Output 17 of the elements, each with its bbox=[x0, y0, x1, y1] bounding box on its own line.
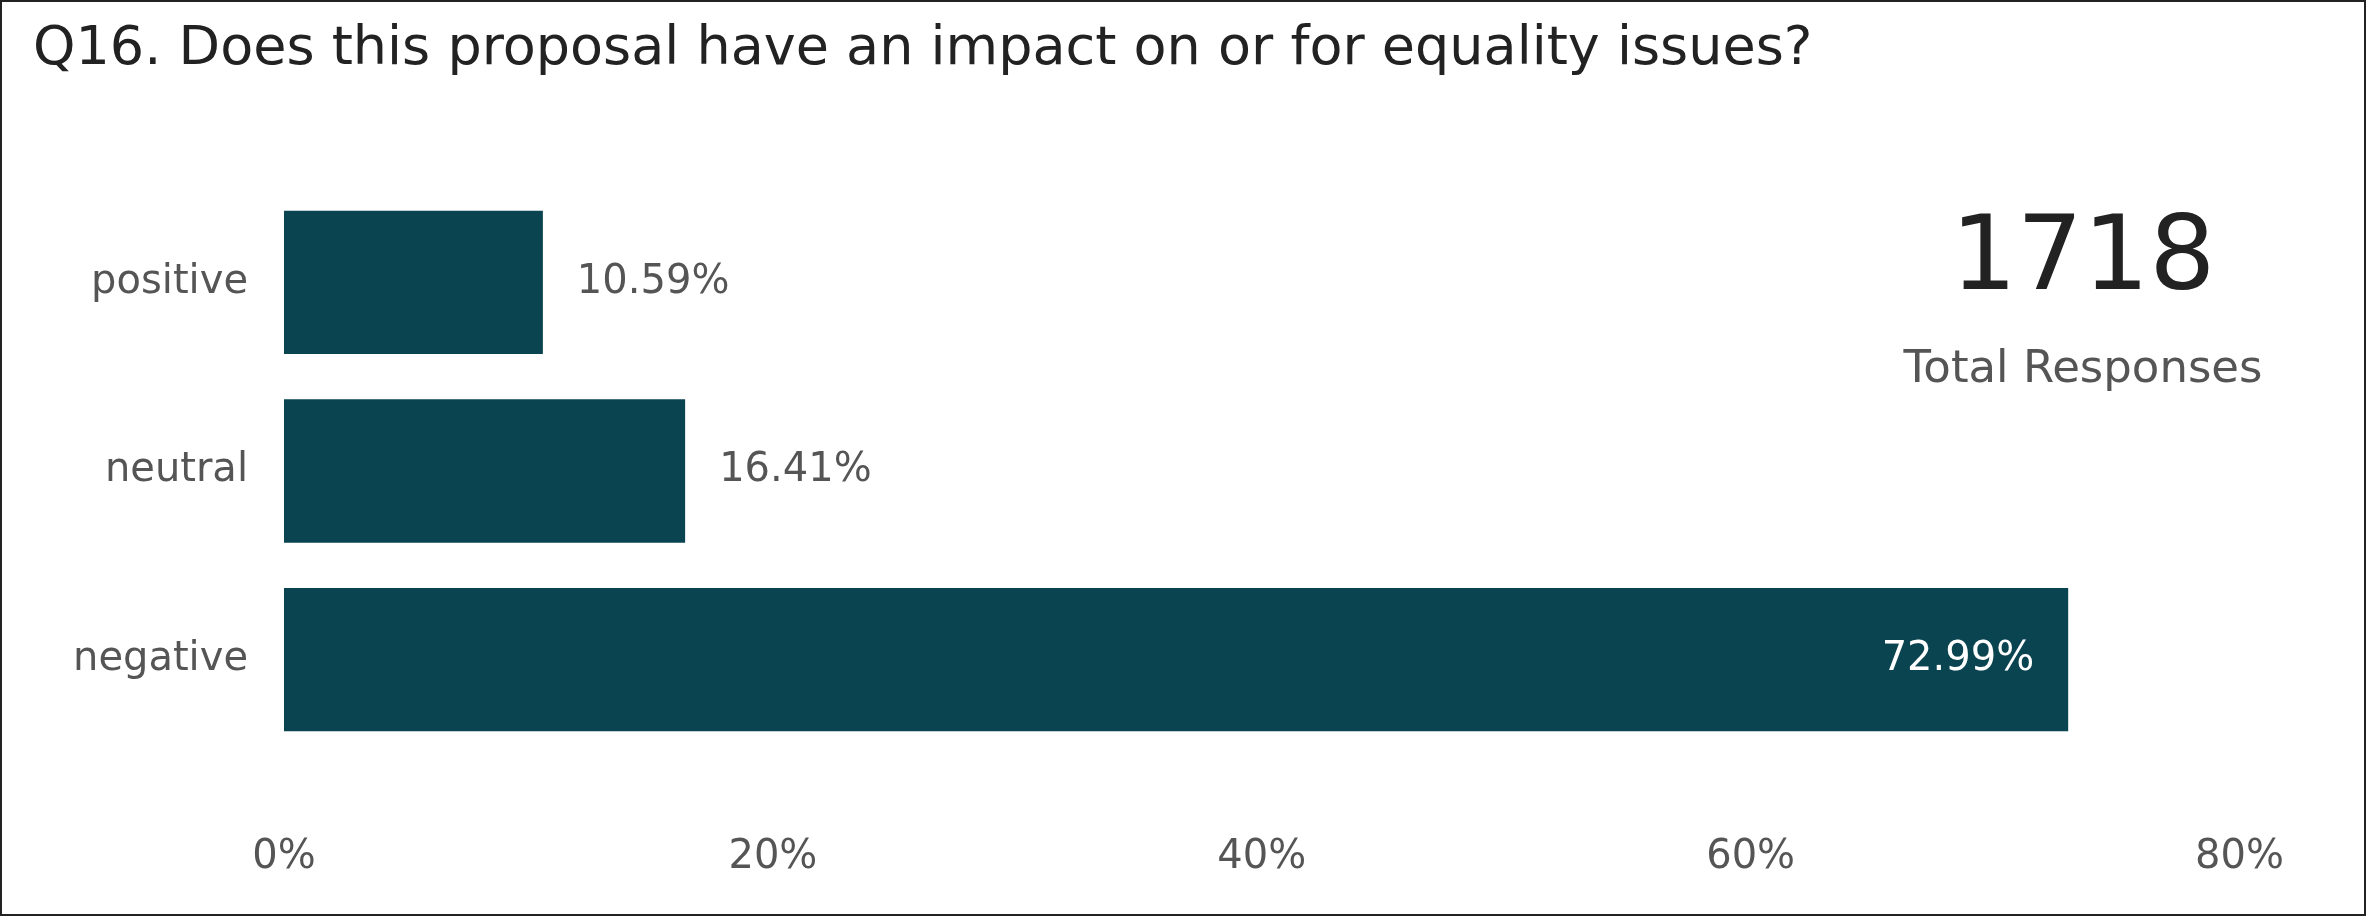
bar bbox=[284, 210, 543, 355]
annotation: Total Responses bbox=[1903, 340, 2263, 393]
annotation: 1718 bbox=[1950, 192, 2216, 314]
y-tick-label: negative bbox=[73, 633, 248, 680]
data-label: 10.59% bbox=[576, 255, 730, 302]
y-tick-label: neutral bbox=[104, 444, 248, 491]
data-label: 16.41% bbox=[719, 444, 872, 491]
y-tick-label: positive bbox=[91, 255, 248, 302]
bar bbox=[284, 587, 2069, 732]
x-tick-label: 80% bbox=[2195, 831, 2284, 878]
x-tick-label: 20% bbox=[728, 831, 818, 878]
x-tick-label: 40% bbox=[1217, 831, 1307, 878]
bar bbox=[284, 399, 686, 543]
chart-title: Q16. Does this proposal have an impact on or for equality issues? bbox=[33, 14, 1813, 77]
x-tick-label: 60% bbox=[1706, 831, 1796, 878]
x-tick-label: 0% bbox=[252, 831, 316, 878]
data-label: 72.99% bbox=[1881, 633, 2035, 680]
